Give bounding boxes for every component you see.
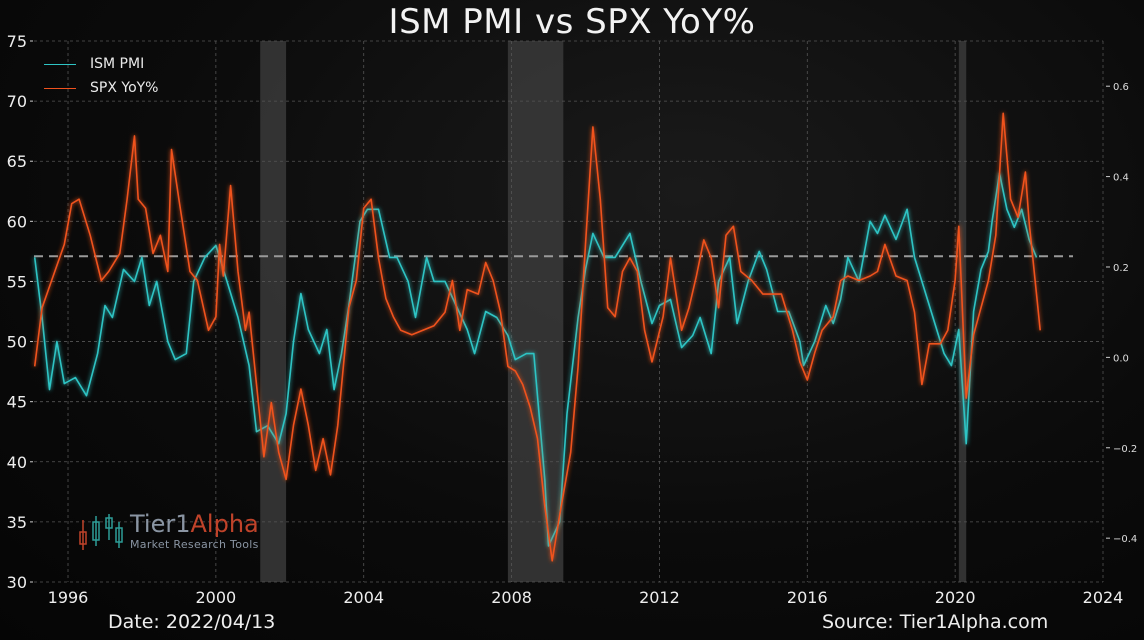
source-label: Source: Tier1Alpha.com <box>822 611 1049 633</box>
logo-name-part1: Tier1 <box>130 510 191 538</box>
x-tick-label: 2016 <box>787 588 828 607</box>
x-tick-label: 2012 <box>639 588 680 607</box>
x-tick-label: 2004 <box>343 588 384 607</box>
y-tick-label: 50 <box>7 333 27 352</box>
date-label: Date: 2022/04/13 <box>108 611 276 633</box>
x-tick-label: 1996 <box>48 588 89 607</box>
recession-band <box>260 41 287 582</box>
logo: Tier1Alpha Market Research Tools <box>78 512 259 552</box>
y2-tick-label: −0.4 <box>1113 534 1137 545</box>
logo-tagline: Market Research Tools <box>130 538 259 551</box>
x-tick-label: 2000 <box>196 588 237 607</box>
y2-tick-label: 0.2 <box>1113 263 1129 274</box>
legend-label-pmi: ISM PMI <box>90 56 145 72</box>
legend-label-spx: SPX YoY% <box>90 80 159 96</box>
recession-bands <box>260 41 967 582</box>
y-tick-label: 35 <box>7 513 27 532</box>
x-axis: 1996 2000 2004 2008 2012 2016 2020 2024 <box>48 588 1124 607</box>
y-tick-label: 60 <box>7 212 27 231</box>
y-tick-label: 55 <box>7 272 27 291</box>
left-axis: 30 35 40 45 50 55 60 65 70 75 <box>7 32 33 592</box>
legend-item-pmi: ISM PMI <box>44 52 158 76</box>
y-tick-label: 40 <box>7 453 27 472</box>
y-tick-label: 30 <box>7 573 27 592</box>
legend: ISM PMI SPX YoY% <box>44 52 158 100</box>
legend-item-spx: SPX YoY% <box>44 76 158 100</box>
gridlines <box>34 40 1104 583</box>
legend-swatch-pmi <box>44 63 76 65</box>
candlestick-logo-icon <box>79 514 123 550</box>
y2-tick-label: 0.6 <box>1113 82 1129 93</box>
y-tick-label: 70 <box>7 92 27 111</box>
x-tick-label: 2020 <box>935 588 976 607</box>
spx-line <box>33 112 1041 562</box>
chart-title: ISM PMI vs SPX YoY% <box>388 2 756 42</box>
y2-tick-label: 0.4 <box>1113 173 1129 184</box>
y2-tick-label: 0.0 <box>1113 353 1129 364</box>
pmi-line <box>33 172 1038 547</box>
series-group <box>33 112 1041 562</box>
recession-band <box>507 41 564 582</box>
x-tick-label: 2024 <box>1083 588 1124 607</box>
x-tick-label: 2008 <box>491 588 532 607</box>
y2-tick-label: −0.2 <box>1113 444 1137 455</box>
y-tick-label: 45 <box>7 393 27 412</box>
y-tick-label: 65 <box>7 152 27 171</box>
legend-swatch-spx <box>44 87 76 89</box>
right-axis: −0.4 −0.2 0.0 0.2 0.4 0.6 <box>1102 41 1137 582</box>
y-tick-label: 75 <box>7 32 27 51</box>
logo-name-part2: Alpha <box>190 510 259 538</box>
